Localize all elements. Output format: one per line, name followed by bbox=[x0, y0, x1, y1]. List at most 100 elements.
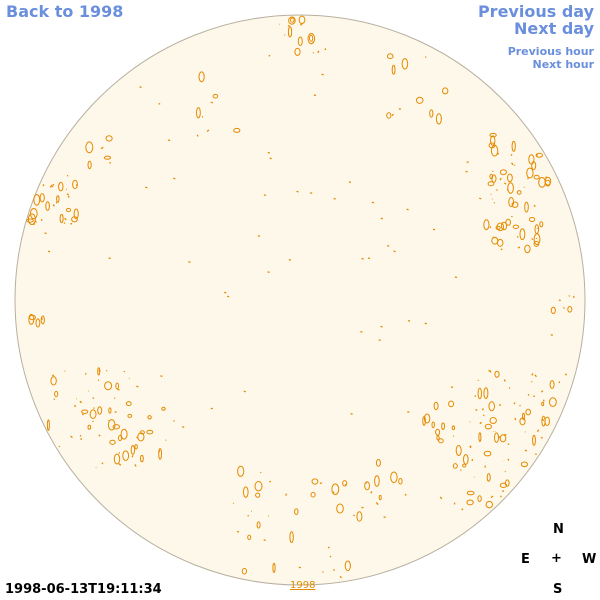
contour-mark bbox=[415, 96, 424, 104]
contour-mark bbox=[378, 339, 381, 342]
contour-mark bbox=[541, 401, 545, 407]
back-to-year-link[interactable]: Back to 1998 bbox=[6, 2, 124, 21]
contour-mark bbox=[535, 153, 539, 156]
contour-mark bbox=[310, 491, 316, 498]
contour-mark bbox=[550, 334, 553, 336]
contour-mark bbox=[486, 473, 491, 482]
contour-mark bbox=[387, 244, 390, 247]
compass-west-label: W bbox=[582, 552, 597, 567]
contour-mark bbox=[466, 490, 475, 496]
contour-mark bbox=[511, 140, 516, 152]
compass-center-icon: + bbox=[551, 551, 562, 566]
contour-mark bbox=[483, 450, 492, 457]
contour-mark bbox=[59, 214, 64, 224]
contour-mark bbox=[134, 464, 137, 467]
contour-mark bbox=[294, 508, 299, 516]
contour-mark bbox=[361, 506, 364, 509]
contour-mark bbox=[383, 516, 386, 519]
contour-mark bbox=[39, 193, 45, 203]
contour-mark bbox=[386, 53, 394, 60]
contour-mark bbox=[212, 93, 219, 99]
contour-mark bbox=[536, 429, 540, 432]
contour-mark bbox=[511, 162, 514, 166]
contour-mark bbox=[462, 463, 467, 468]
contour-mark bbox=[540, 436, 543, 439]
contour-mark bbox=[512, 224, 520, 230]
contour-mark bbox=[432, 228, 436, 231]
contour-mark bbox=[491, 174, 497, 183]
year-link[interactable]: 1998 bbox=[290, 580, 316, 591]
contour-mark bbox=[436, 435, 440, 441]
contour-mark bbox=[544, 176, 552, 186]
contour-mark bbox=[466, 499, 474, 506]
contour-mark bbox=[263, 194, 267, 197]
previous-hour-link[interactable]: Previous hour bbox=[507, 45, 594, 58]
contour-mark bbox=[531, 161, 537, 171]
contour-mark bbox=[137, 432, 145, 442]
contour-mark bbox=[550, 306, 556, 314]
contour-mark bbox=[118, 435, 122, 442]
contour-mark bbox=[64, 217, 67, 221]
contour-mark bbox=[254, 481, 263, 492]
contour-mark bbox=[493, 202, 496, 204]
contour-mark bbox=[236, 530, 240, 533]
magnetic-contours bbox=[26, 15, 575, 579]
next-hour-link[interactable]: Next hour bbox=[532, 58, 595, 71]
contour-mark bbox=[243, 486, 249, 498]
contour-mark bbox=[67, 195, 70, 198]
contour-mark bbox=[459, 469, 462, 471]
contour-mark bbox=[393, 250, 396, 253]
contour-mark bbox=[496, 152, 500, 155]
contour-mark bbox=[506, 189, 509, 191]
contour-mark bbox=[53, 398, 56, 401]
compass-south-label: S bbox=[553, 582, 563, 597]
contour-mark bbox=[477, 495, 482, 503]
contour-mark bbox=[424, 322, 427, 325]
contour-mark bbox=[528, 217, 536, 222]
contour-mark bbox=[386, 112, 392, 119]
contour-mark bbox=[541, 415, 546, 427]
contour-mark bbox=[50, 376, 57, 386]
contour-mark bbox=[448, 400, 455, 408]
contour-mark bbox=[145, 186, 148, 189]
contour-mark bbox=[296, 190, 299, 193]
contour-mark bbox=[531, 238, 534, 241]
contour-mark bbox=[103, 155, 112, 160]
contour-mark bbox=[285, 493, 288, 496]
contour-mark bbox=[115, 382, 120, 390]
contour-mark bbox=[269, 157, 272, 160]
contour-mark bbox=[75, 184, 78, 186]
contour-mark bbox=[198, 71, 205, 83]
contour-mark bbox=[504, 470, 506, 473]
contour-mark bbox=[452, 435, 455, 437]
contour-mark bbox=[407, 411, 410, 413]
contour-mark bbox=[97, 406, 103, 415]
contour-mark bbox=[40, 317, 44, 320]
contour-mark bbox=[247, 534, 252, 540]
contour-mark bbox=[406, 208, 409, 211]
contour-mark bbox=[519, 228, 526, 241]
contour-mark bbox=[483, 387, 489, 400]
contour-mark bbox=[313, 94, 317, 97]
contour-mark bbox=[50, 184, 54, 188]
contour-mark bbox=[507, 458, 510, 461]
contour-mark bbox=[98, 434, 101, 437]
contour-mark bbox=[55, 201, 58, 204]
contour-mark bbox=[498, 404, 502, 406]
previous-day-link[interactable]: Previous day bbox=[477, 2, 594, 21]
contour-mark bbox=[92, 397, 95, 400]
contour-mark bbox=[113, 453, 121, 465]
contour-mark bbox=[255, 492, 261, 498]
contour-mark bbox=[499, 177, 502, 181]
contour-mark bbox=[485, 500, 493, 509]
contour-mark bbox=[139, 430, 145, 435]
contour-mark bbox=[375, 459, 381, 467]
contour-mark bbox=[452, 463, 458, 469]
contour-mark bbox=[549, 380, 555, 389]
next-day-link[interactable]: Next day bbox=[514, 19, 594, 38]
contour-mark bbox=[173, 177, 176, 180]
contour-mark bbox=[477, 387, 482, 400]
contour-mark bbox=[454, 276, 458, 279]
contour-mark bbox=[167, 139, 171, 142]
contour-mark bbox=[490, 135, 496, 146]
